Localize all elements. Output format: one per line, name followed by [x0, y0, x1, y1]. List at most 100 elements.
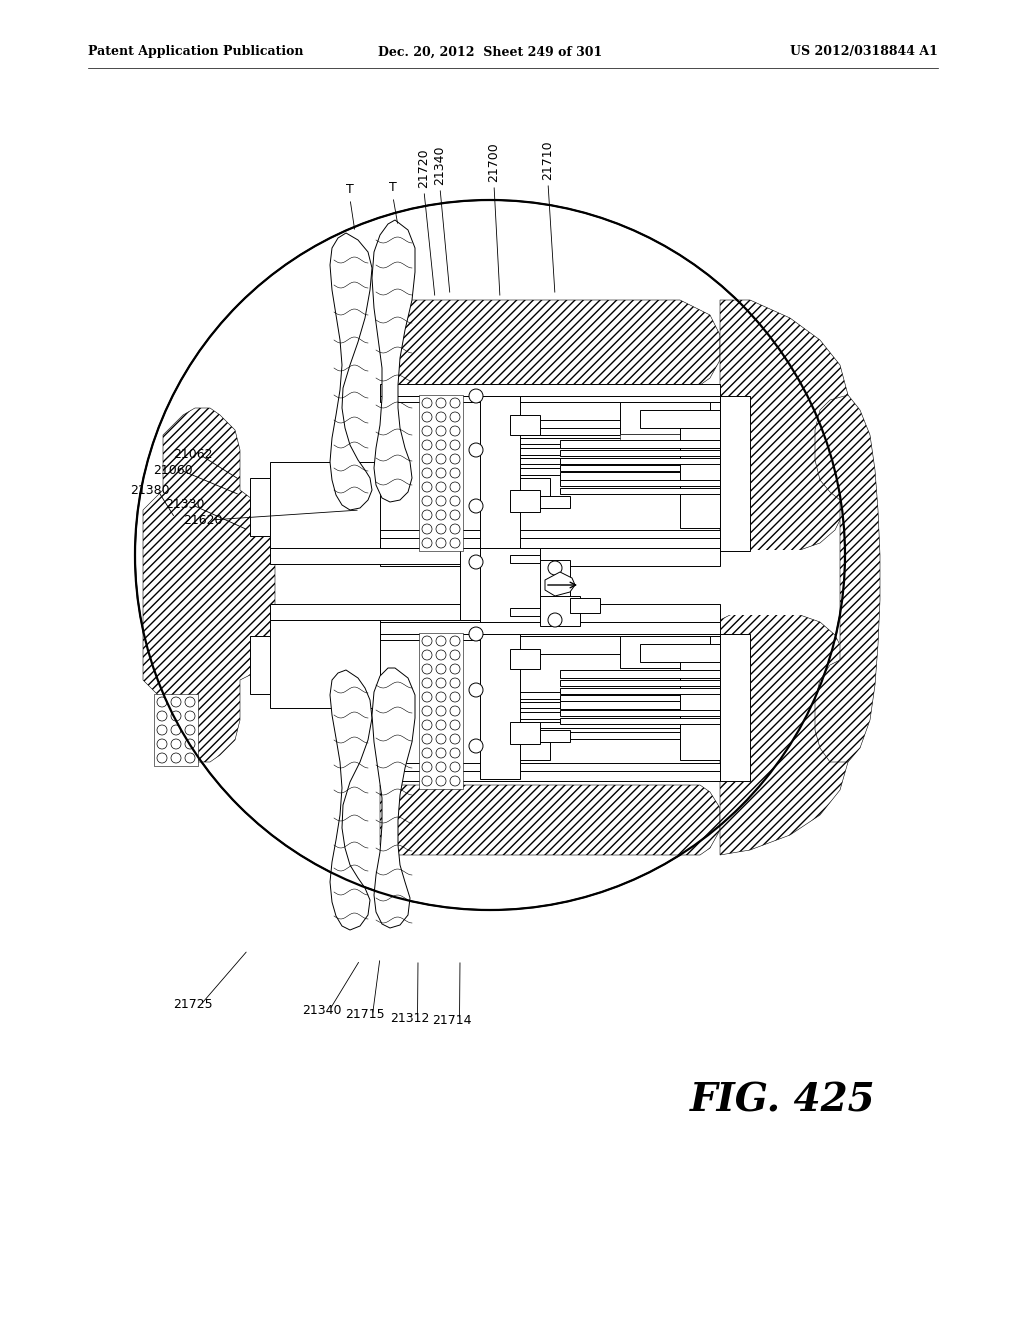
- Polygon shape: [380, 300, 720, 385]
- Bar: [620, 434, 710, 444]
- Bar: [380, 396, 720, 403]
- Circle shape: [436, 399, 446, 408]
- Bar: [380, 384, 720, 396]
- Circle shape: [422, 664, 432, 675]
- Circle shape: [157, 711, 167, 721]
- Circle shape: [436, 524, 446, 535]
- Bar: [510, 438, 720, 444]
- Circle shape: [450, 426, 460, 436]
- Bar: [419, 634, 463, 789]
- Circle shape: [422, 426, 432, 436]
- Text: 21062: 21062: [173, 449, 213, 462]
- Circle shape: [436, 469, 446, 478]
- Circle shape: [436, 748, 446, 758]
- Circle shape: [171, 739, 181, 748]
- Text: 21620: 21620: [183, 513, 222, 527]
- Circle shape: [450, 539, 460, 548]
- Bar: [460, 548, 480, 620]
- Text: FIG. 425: FIG. 425: [690, 1081, 876, 1119]
- Circle shape: [171, 725, 181, 735]
- Bar: [560, 671, 720, 678]
- Circle shape: [450, 649, 460, 660]
- Bar: [480, 548, 540, 622]
- Bar: [510, 733, 720, 739]
- Polygon shape: [720, 610, 850, 855]
- Circle shape: [450, 719, 460, 730]
- Bar: [560, 473, 680, 480]
- Bar: [270, 548, 460, 564]
- Bar: [419, 395, 463, 550]
- Circle shape: [436, 706, 446, 715]
- Text: US 2012/0318844 A1: US 2012/0318844 A1: [791, 45, 938, 58]
- Circle shape: [157, 725, 167, 735]
- Text: 21725: 21725: [173, 998, 213, 1011]
- Circle shape: [436, 719, 446, 730]
- Bar: [380, 634, 720, 640]
- Bar: [510, 609, 540, 616]
- Polygon shape: [143, 408, 275, 762]
- Bar: [510, 702, 720, 708]
- Circle shape: [469, 389, 483, 403]
- Bar: [510, 554, 540, 564]
- Circle shape: [436, 734, 446, 744]
- Polygon shape: [372, 220, 415, 502]
- Bar: [510, 722, 540, 744]
- Circle shape: [548, 561, 562, 576]
- Bar: [270, 462, 380, 550]
- Circle shape: [185, 711, 195, 721]
- Bar: [540, 597, 580, 626]
- Circle shape: [450, 454, 460, 465]
- Bar: [640, 411, 720, 428]
- Text: T: T: [389, 181, 397, 194]
- Bar: [560, 465, 680, 471]
- Circle shape: [422, 719, 432, 730]
- Circle shape: [436, 454, 446, 465]
- Circle shape: [422, 748, 432, 758]
- Bar: [510, 692, 720, 700]
- Bar: [510, 496, 570, 508]
- Bar: [560, 440, 720, 447]
- Bar: [680, 428, 720, 528]
- Bar: [620, 636, 710, 668]
- Circle shape: [436, 440, 446, 450]
- Polygon shape: [330, 671, 372, 931]
- Circle shape: [436, 482, 446, 492]
- Circle shape: [436, 649, 446, 660]
- Text: 21714: 21714: [432, 1014, 471, 1027]
- Circle shape: [436, 678, 446, 688]
- Circle shape: [548, 612, 562, 627]
- Circle shape: [450, 636, 460, 645]
- Text: 21340: 21340: [302, 1003, 341, 1016]
- Circle shape: [422, 539, 432, 548]
- Bar: [510, 458, 720, 465]
- Circle shape: [450, 469, 460, 478]
- Circle shape: [469, 682, 483, 697]
- Circle shape: [422, 399, 432, 408]
- Circle shape: [422, 706, 432, 715]
- Bar: [560, 480, 720, 486]
- Circle shape: [422, 734, 432, 744]
- Circle shape: [185, 697, 195, 708]
- Text: Patent Application Publication: Patent Application Publication: [88, 45, 303, 58]
- Bar: [480, 634, 520, 779]
- Bar: [620, 403, 710, 434]
- Circle shape: [436, 636, 446, 645]
- Bar: [510, 742, 550, 760]
- Polygon shape: [330, 234, 372, 510]
- Polygon shape: [380, 785, 720, 855]
- Circle shape: [171, 697, 181, 708]
- Bar: [510, 447, 720, 455]
- Circle shape: [157, 697, 167, 708]
- Circle shape: [422, 649, 432, 660]
- Polygon shape: [815, 395, 880, 762]
- Circle shape: [436, 539, 446, 548]
- Text: 21330: 21330: [165, 499, 205, 511]
- Bar: [510, 636, 720, 653]
- Circle shape: [185, 739, 195, 748]
- Circle shape: [422, 636, 432, 645]
- Text: 21710: 21710: [542, 140, 555, 180]
- Bar: [510, 730, 570, 742]
- Circle shape: [469, 627, 483, 642]
- Bar: [560, 701, 680, 709]
- Circle shape: [436, 776, 446, 785]
